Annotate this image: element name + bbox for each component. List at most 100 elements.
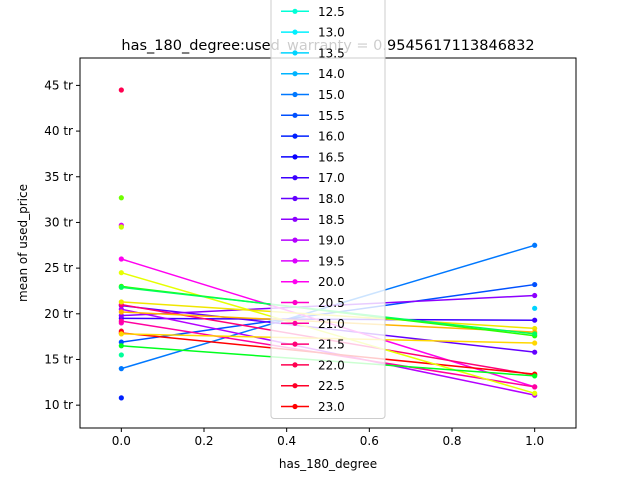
- x-axis-title: has_180_degree: [279, 457, 377, 471]
- legend-item: 13.5: [281, 46, 345, 60]
- legend-marker: [292, 403, 298, 410]
- legend-label: 20.0: [318, 275, 345, 289]
- x-tick-label: 0.2: [194, 434, 213, 448]
- legend-label: 16.5: [318, 150, 345, 164]
- legend-marker: [292, 133, 298, 139]
- legend-item: 18.0: [281, 192, 345, 206]
- legend-label: 15.5: [318, 109, 345, 123]
- x-tick-label: 0.6: [360, 434, 379, 448]
- data-point: [118, 309, 124, 315]
- legend-marker: [292, 362, 298, 368]
- y-tick-label: 40 tr: [44, 124, 73, 138]
- data-point: [118, 284, 124, 290]
- legend-item: 15.0: [281, 88, 345, 102]
- legend-marker: [292, 320, 298, 326]
- y-tick-label: 45 tr: [44, 78, 73, 92]
- legend-label: 19.0: [318, 234, 345, 248]
- data-point: [118, 299, 124, 305]
- data-point: [118, 256, 124, 262]
- y-tick-label: 20 tr: [44, 307, 73, 321]
- legend-label: 21.0: [318, 317, 345, 331]
- x-tick-label: 0.4: [277, 434, 296, 448]
- legend-item: 20.5: [281, 296, 345, 310]
- legend-item: 14.0: [281, 67, 345, 81]
- legend-box: [270, 0, 386, 419]
- data-point: [532, 390, 538, 396]
- series-22.0: [118, 87, 124, 93]
- legend-marker: [292, 71, 298, 77]
- data-point: [118, 331, 124, 337]
- y-tick-label: 35 tr: [44, 170, 73, 184]
- series-unlabeled-27: [118, 352, 124, 358]
- legend-marker: [292, 154, 298, 160]
- legend-item: 15.5: [281, 109, 345, 123]
- legend-label: 14.0: [318, 67, 345, 81]
- legend: 12.5 13.0 13.5 14.0 15.0 15.5 16.0 16.5 17.0 18.0…: [270, 0, 386, 419]
- legend-marker: [292, 237, 298, 243]
- legend-marker: [292, 112, 298, 118]
- x-tick-label: 0.8: [442, 434, 461, 448]
- data-point: [532, 340, 538, 346]
- data-point: [118, 270, 124, 276]
- legend-item: 19.5: [281, 254, 345, 268]
- data-point: [532, 242, 538, 248]
- legend-item: 16.0: [281, 130, 345, 144]
- legend-marker: [292, 175, 298, 181]
- legend-label: 15.0: [318, 88, 345, 102]
- legend-item: 18.5: [281, 213, 345, 227]
- data-point: [118, 313, 124, 319]
- y-axis-title: mean of used_price: [16, 184, 30, 302]
- legend-marker: [292, 383, 298, 389]
- x-tick-label: 1.0: [525, 434, 544, 448]
- data-point: [118, 318, 124, 324]
- legend-item: 13.0: [281, 26, 345, 40]
- legend-item: 17.0: [281, 171, 345, 185]
- legend-item: 19.0: [281, 234, 345, 248]
- data-point: [532, 349, 538, 355]
- legend-item: 22.5: [281, 379, 345, 393]
- legend-label: 20.5: [318, 296, 345, 310]
- legend-label: 18.5: [318, 213, 345, 227]
- legend-item: 16.5: [281, 150, 345, 164]
- legend-marker: [292, 216, 298, 222]
- data-point: [532, 331, 538, 337]
- data-point: [118, 343, 124, 349]
- series-13.5: [532, 305, 538, 311]
- legend-item: 20.0: [281, 275, 345, 289]
- legend-item: 23.0: [281, 400, 345, 414]
- legend-label: 16.0: [318, 130, 345, 144]
- data-point: [118, 366, 124, 372]
- series-16.0: [118, 395, 124, 401]
- data-point: [118, 352, 124, 358]
- y-tick-label: 10 tr: [44, 398, 73, 412]
- legend-marker: [292, 279, 298, 285]
- data-point: [532, 317, 538, 323]
- y-tick-label: 15 tr: [44, 352, 73, 366]
- legend-label: 18.0: [318, 192, 345, 206]
- legend-marker: [292, 195, 298, 202]
- legend-label: 13.0: [318, 26, 345, 40]
- legend-marker: [292, 91, 298, 98]
- data-point: [532, 384, 538, 390]
- y-axis: 10 tr 15 tr 20 tr 25 tr 30 tr 35 tr 40 tr 45 tr: [44, 78, 80, 412]
- data-point: [118, 224, 124, 230]
- series-unlabeled-29: [118, 224, 124, 230]
- data-point: [118, 195, 124, 201]
- legend-label: 21.5: [318, 338, 345, 352]
- data-point: [118, 395, 124, 401]
- data-point: [118, 87, 124, 93]
- data-point: [532, 292, 538, 299]
- legend-item: 21.5: [281, 338, 345, 352]
- data-point: [532, 325, 538, 332]
- legend-label: 12.5: [318, 5, 345, 19]
- legend-label: 19.5: [318, 254, 345, 268]
- legend-marker: [292, 341, 298, 347]
- data-point: [532, 373, 538, 379]
- legend-marker: [292, 29, 298, 35]
- legend-label: 13.5: [318, 46, 345, 60]
- data-point: [532, 281, 538, 288]
- legend-item: 12.5: [281, 5, 345, 19]
- legend-marker: [292, 299, 298, 306]
- legend-label: 17.0: [318, 171, 345, 185]
